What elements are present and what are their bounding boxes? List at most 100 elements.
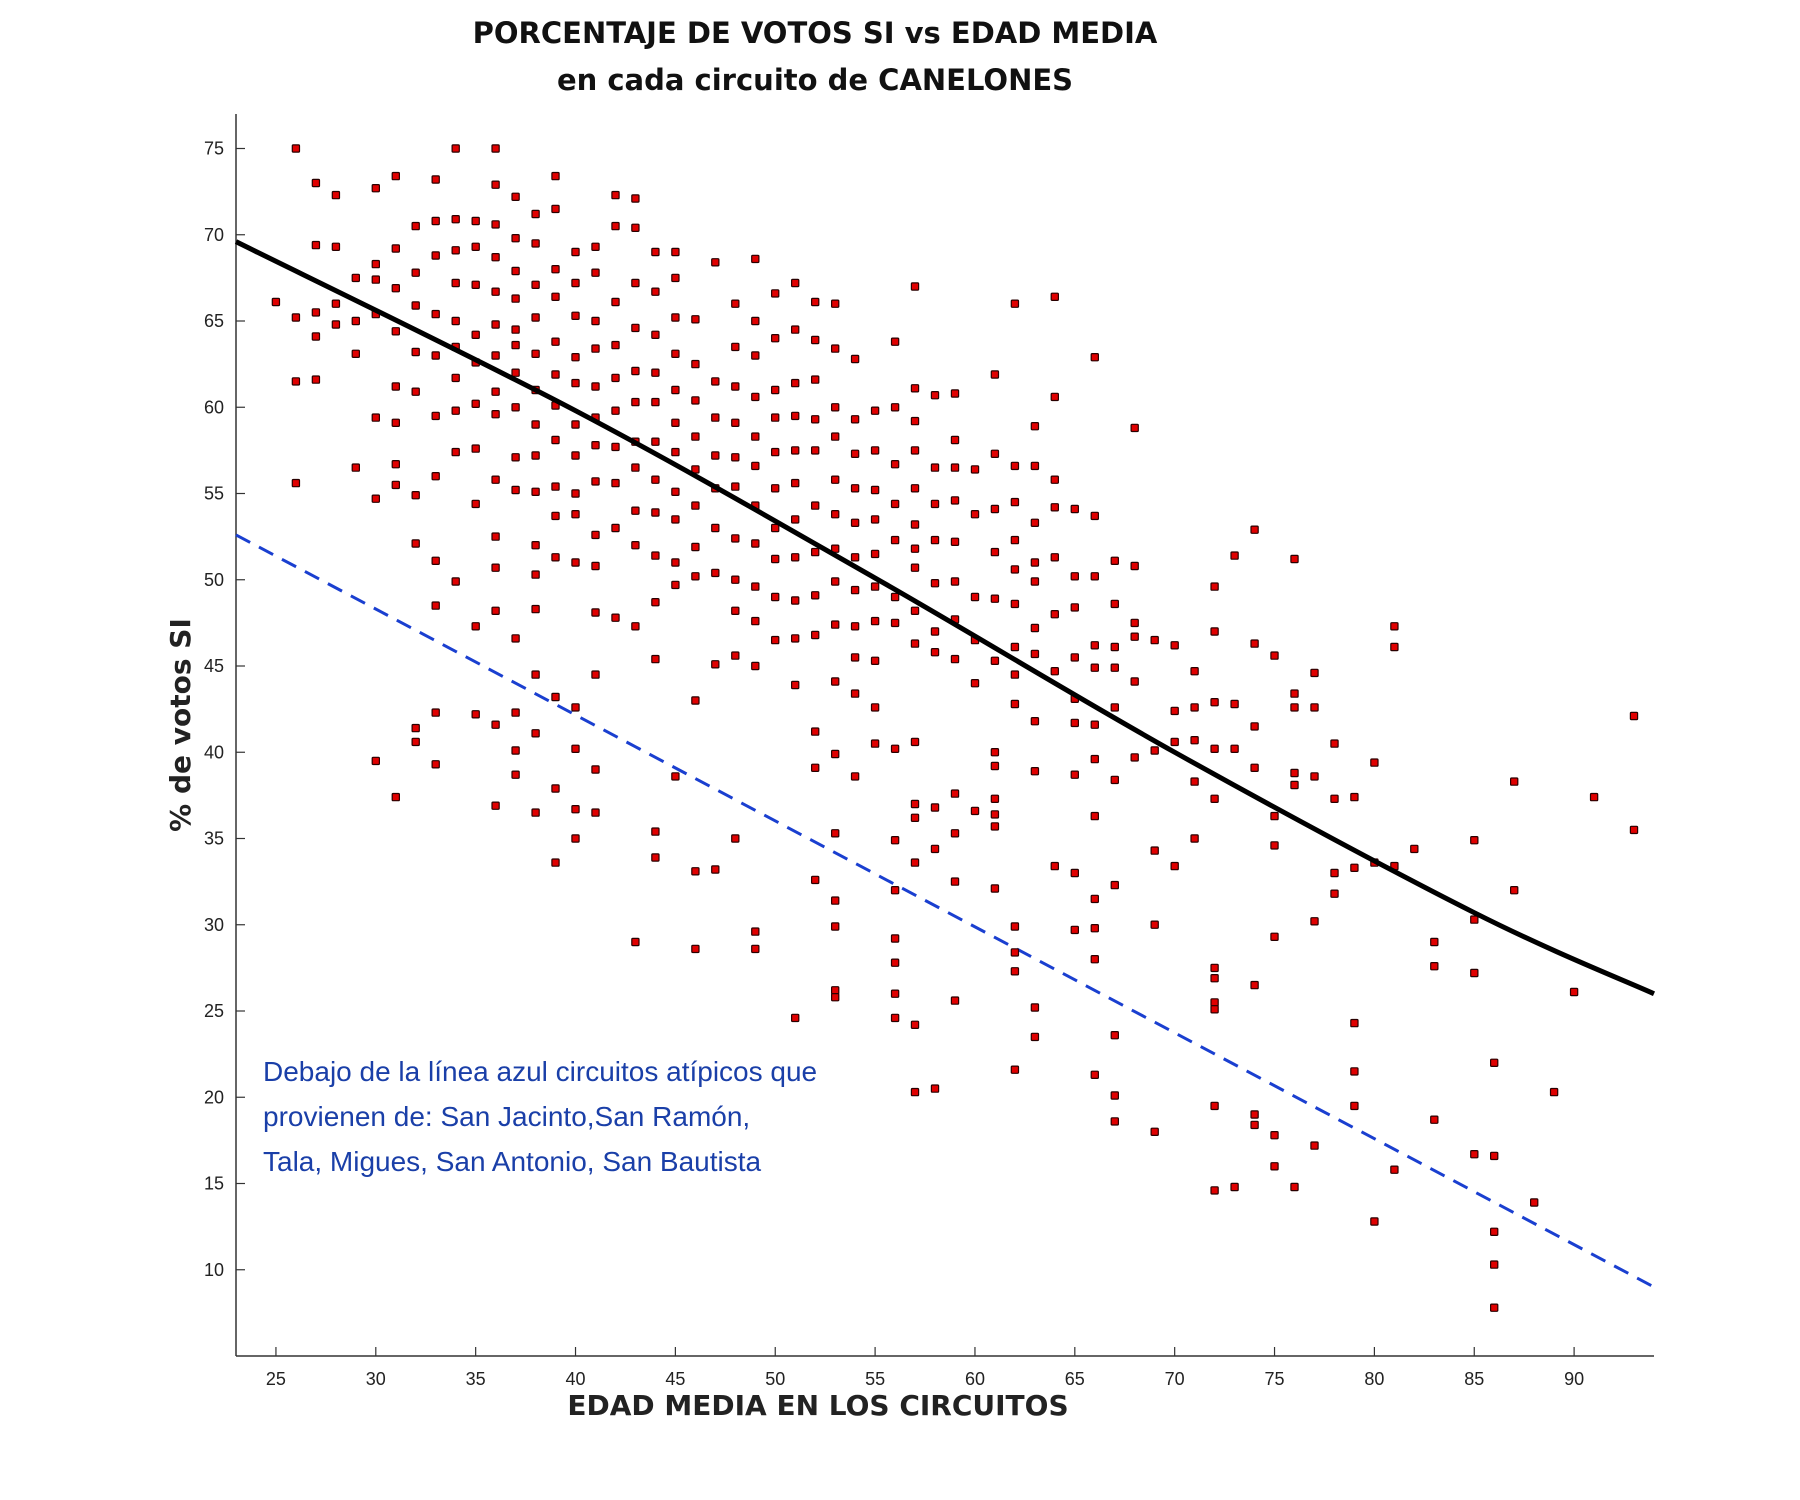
data-point [691,944,700,954]
y-tick-label: 60 [204,397,224,417]
data-point [1070,572,1079,581]
data-point [451,316,460,326]
data-point [1110,599,1119,609]
data-point [671,349,680,359]
data-point [1010,642,1020,652]
data-point [671,580,680,590]
data-point [311,308,321,317]
data-point [1090,811,1099,821]
data-point [890,460,900,469]
data-point [491,320,500,329]
data-point [1210,1186,1219,1195]
data-point [1010,967,1020,976]
data-point [651,287,660,296]
data-point [770,447,780,457]
data-point [950,789,960,798]
data-point [731,606,740,616]
data-point [1489,1260,1499,1269]
data-point [1370,1217,1379,1226]
data-point [431,472,440,481]
data-point [551,553,560,562]
data-point [391,327,401,336]
y-tick-label: 20 [204,1087,224,1107]
data-point [391,171,401,181]
data-point [451,144,460,153]
data-point [471,710,480,719]
data-point [311,332,321,341]
data-point [491,410,500,419]
data-point [1290,554,1299,564]
data-point [651,508,660,517]
data-point [1270,811,1279,821]
data-point [1529,1198,1539,1207]
data-point [1070,504,1079,514]
data-point [571,353,580,362]
data-point [950,877,960,886]
data-point [1290,780,1299,790]
data-point [431,708,440,717]
data-point [671,418,680,428]
data-point [1470,835,1479,845]
data-point [751,661,760,671]
data-point [850,354,860,364]
data-point [531,313,540,322]
data-point [551,204,560,214]
data-point [591,670,600,679]
data-point [1110,775,1119,785]
data-point [631,540,640,550]
data-point [930,463,940,472]
data-point [291,478,301,488]
data-point [970,592,980,602]
data-point [591,268,600,277]
data-point [1030,518,1040,528]
data-point [1210,963,1219,973]
data-point [1230,1182,1239,1192]
x-tick-label: 45 [665,1369,685,1389]
data-point [950,654,960,664]
data-point [1350,1018,1359,1028]
data-point [551,784,560,793]
data-point [391,792,401,802]
data-point [1110,1091,1119,1100]
data-point [1170,737,1179,747]
data-point [491,253,500,262]
data-point [1090,353,1099,362]
data-point [571,420,580,429]
data-point [990,822,1000,831]
x-tick-label: 75 [1265,1369,1285,1389]
data-point [731,453,740,462]
data-point [591,382,600,391]
data-point [1010,535,1020,545]
data-point [770,289,780,298]
data-point [1050,861,1059,871]
data-point [651,437,660,446]
data-point [1130,753,1139,762]
data-point [611,297,620,307]
data-point [351,273,361,283]
data-point [890,592,900,602]
data-point [930,627,940,636]
data-point [1230,551,1239,560]
data-point [531,540,540,550]
data-point [790,278,800,288]
tick-labels: 25 30 35 40 45 50 55 60 65 70 75 80 85 90 10 15 20 25 30 35… [204,139,1584,1390]
data-point [311,375,321,384]
data-point [491,563,500,572]
trend-line-layer [234,239,1656,997]
data-point [631,194,640,203]
data-point [731,651,740,660]
data-point [611,190,620,200]
data-point [531,280,540,290]
data-point [790,634,800,643]
data-point [391,284,401,293]
data-point [291,377,301,386]
data-point [930,1084,940,1093]
data-point [1010,497,1020,507]
data-point [890,1013,900,1023]
data-point [890,934,900,943]
data-point [850,653,860,662]
data-point [1110,556,1119,566]
data-point [1030,623,1040,633]
data-point [850,415,860,424]
